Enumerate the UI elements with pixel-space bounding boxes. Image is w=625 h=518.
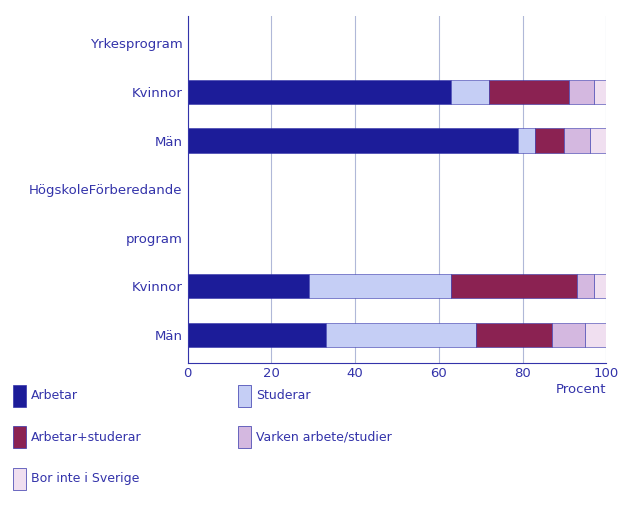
Bar [451, 80, 489, 104]
Text: Bor inte i Sverige: Bor inte i Sverige [31, 472, 139, 485]
Bar [188, 80, 451, 104]
Bar [188, 274, 309, 298]
Text: Studerar: Studerar [256, 389, 311, 402]
Text: Arbetar+studerar: Arbetar+studerar [31, 430, 142, 444]
Bar [564, 128, 589, 153]
Bar [577, 274, 594, 298]
Bar [451, 274, 577, 298]
Bar [476, 323, 552, 347]
Bar [552, 323, 585, 347]
Bar [326, 323, 476, 347]
Text: Arbetar: Arbetar [31, 389, 78, 402]
Bar [585, 323, 606, 347]
Bar [188, 323, 326, 347]
Bar [309, 274, 451, 298]
Bar [569, 80, 594, 104]
Bar [489, 80, 569, 104]
Text: Varken arbete/studier: Varken arbete/studier [256, 430, 392, 444]
X-axis label: Procent: Procent [556, 383, 606, 396]
Bar [518, 128, 535, 153]
Bar [594, 80, 606, 104]
Bar [188, 128, 518, 153]
Bar [535, 128, 564, 153]
Bar [589, 128, 606, 153]
Bar [594, 274, 606, 298]
